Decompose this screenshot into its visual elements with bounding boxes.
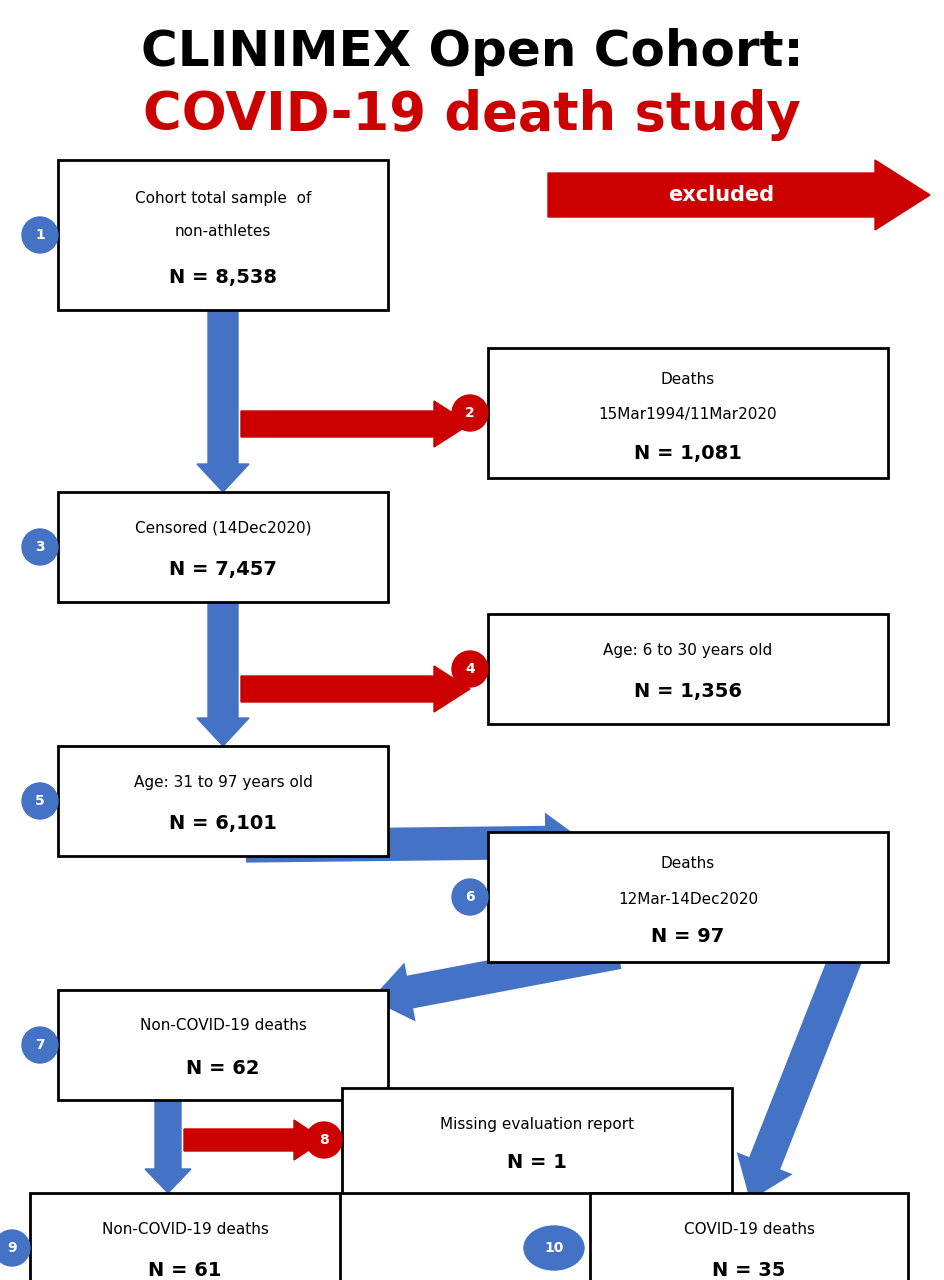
Text: Age: 6 to 30 years old: Age: 6 to 30 years old [603,643,772,658]
Text: Deaths: Deaths [661,372,716,388]
Circle shape [0,1230,30,1266]
Text: CLINIMEX Open Cohort:: CLINIMEX Open Cohort: [141,28,803,76]
FancyBboxPatch shape [58,160,388,310]
Text: N = 35: N = 35 [713,1262,785,1280]
Text: Missing evaluation report: Missing evaluation report [440,1116,634,1132]
FancyBboxPatch shape [488,348,888,477]
Circle shape [22,1027,58,1062]
FancyBboxPatch shape [30,1193,340,1280]
Ellipse shape [524,1226,584,1270]
FancyArrowPatch shape [245,813,585,873]
Text: non-athletes: non-athletes [175,224,271,239]
Circle shape [452,879,488,915]
Text: N = 6,101: N = 6,101 [169,814,277,833]
Text: Non-COVID-19 deaths: Non-COVID-19 deaths [140,1019,307,1033]
Text: 5: 5 [35,794,45,808]
Text: N = 1: N = 1 [507,1153,567,1172]
Text: N = 1,356: N = 1,356 [634,682,742,701]
Text: Deaths: Deaths [661,856,716,872]
FancyBboxPatch shape [590,1193,908,1280]
Text: Cohort total sample  of: Cohort total sample of [135,191,312,206]
Text: 3: 3 [35,540,44,554]
Text: 9: 9 [8,1242,17,1254]
Text: N = 7,457: N = 7,457 [169,561,277,580]
Text: N = 1,081: N = 1,081 [634,443,742,462]
Text: 15Mar1994/11Mar2020: 15Mar1994/11Mar2020 [598,407,777,422]
FancyArrowPatch shape [371,936,621,1021]
Polygon shape [197,310,249,492]
Circle shape [452,396,488,431]
Polygon shape [145,1100,191,1193]
FancyBboxPatch shape [488,832,888,963]
Text: 4: 4 [465,662,475,676]
Polygon shape [241,666,470,712]
Text: N = 97: N = 97 [651,928,725,946]
Text: 1: 1 [35,228,45,242]
Circle shape [22,218,58,253]
Text: N = 62: N = 62 [186,1059,260,1078]
Text: Censored (14Dec2020): Censored (14Dec2020) [135,521,312,535]
Text: COVID-19 deaths: COVID-19 deaths [683,1221,815,1236]
FancyBboxPatch shape [58,492,388,602]
Circle shape [22,529,58,564]
Text: COVID-19 death study: COVID-19 death study [143,90,801,141]
Text: Non-COVID-19 deaths: Non-COVID-19 deaths [102,1221,268,1236]
FancyBboxPatch shape [488,614,888,724]
Circle shape [452,652,488,687]
Text: 10: 10 [545,1242,564,1254]
Circle shape [306,1123,342,1158]
Text: 12Mar-14Dec2020: 12Mar-14Dec2020 [618,891,758,906]
Circle shape [22,783,58,819]
FancyArrowPatch shape [736,948,863,1201]
Text: N = 61: N = 61 [148,1262,222,1280]
Polygon shape [548,160,930,230]
Text: 7: 7 [35,1038,44,1052]
FancyBboxPatch shape [342,1088,732,1193]
FancyBboxPatch shape [58,746,388,856]
Text: 6: 6 [465,890,475,904]
Text: 2: 2 [465,406,475,420]
Polygon shape [184,1120,324,1160]
Text: N = 8,538: N = 8,538 [169,269,277,288]
Text: Age: 31 to 97 years old: Age: 31 to 97 years old [133,774,312,790]
Polygon shape [197,602,249,746]
Text: excluded: excluded [668,186,775,205]
Text: 8: 8 [319,1133,329,1147]
Polygon shape [241,401,470,447]
FancyBboxPatch shape [58,989,388,1100]
